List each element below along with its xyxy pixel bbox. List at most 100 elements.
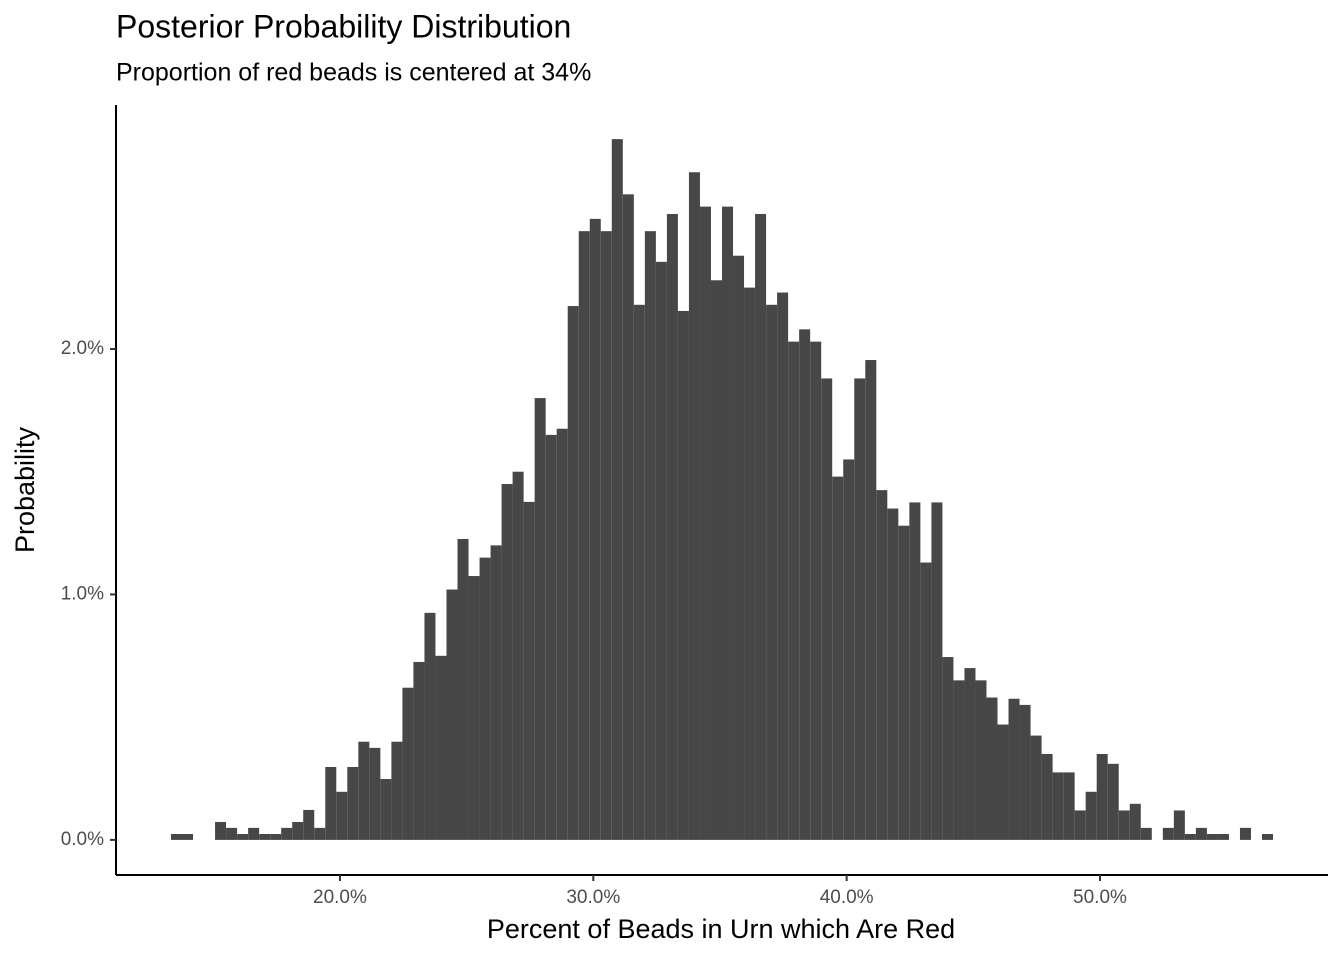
bar xyxy=(479,557,491,840)
bar xyxy=(821,378,833,840)
bar xyxy=(1030,735,1042,840)
bar xyxy=(512,471,524,840)
bar xyxy=(733,255,745,840)
bar xyxy=(358,741,370,840)
bar xyxy=(435,655,447,840)
bar xyxy=(248,827,260,840)
bar xyxy=(865,360,877,840)
bar xyxy=(589,218,601,840)
bar xyxy=(303,809,315,840)
bar xyxy=(347,766,359,840)
bar xyxy=(468,576,480,840)
y-tick-label: 0.0% xyxy=(61,829,104,850)
bar xyxy=(1162,827,1174,840)
chart-title: Posterior Probability Distribution xyxy=(116,8,571,44)
bar xyxy=(402,687,414,840)
bar xyxy=(755,213,767,840)
bar xyxy=(281,827,293,840)
bar xyxy=(369,747,381,840)
x-tick-label: 50.0% xyxy=(1073,887,1127,908)
bar xyxy=(170,834,182,840)
bar xyxy=(699,206,711,840)
bar xyxy=(1206,834,1218,840)
bar xyxy=(655,261,667,840)
y-tick-label: 1.0% xyxy=(61,583,104,604)
bar xyxy=(1129,803,1141,840)
bar xyxy=(611,139,623,840)
bar xyxy=(578,231,590,840)
bar xyxy=(1118,810,1130,840)
bar xyxy=(997,724,1009,840)
bar xyxy=(336,791,348,840)
bar xyxy=(259,834,271,840)
bar xyxy=(1195,827,1207,840)
bar xyxy=(666,213,678,840)
bar xyxy=(1239,827,1251,840)
bar xyxy=(688,172,700,840)
bar xyxy=(226,827,238,840)
bar xyxy=(964,668,976,840)
bar xyxy=(600,231,612,840)
bar xyxy=(181,834,194,840)
bar xyxy=(644,231,656,840)
bar xyxy=(501,483,513,840)
bar xyxy=(413,661,425,840)
y-axis-title: Probability xyxy=(10,426,40,553)
bar xyxy=(325,766,337,840)
bar xyxy=(975,680,987,840)
bar xyxy=(424,612,436,840)
bar xyxy=(1173,810,1185,840)
bar xyxy=(898,525,910,840)
bar xyxy=(633,304,645,840)
bar xyxy=(887,508,899,840)
bar xyxy=(810,341,822,840)
bar xyxy=(931,502,943,840)
y-tick-label: 2.0% xyxy=(61,338,104,359)
x-tick-label: 40.0% xyxy=(820,887,874,908)
bar xyxy=(799,329,811,840)
bar xyxy=(710,280,722,840)
bar xyxy=(744,287,756,840)
bar xyxy=(567,306,579,840)
bar xyxy=(1107,763,1119,840)
bar xyxy=(1184,834,1196,840)
bar xyxy=(556,428,568,840)
bar xyxy=(215,821,227,840)
bar xyxy=(788,341,800,840)
bar xyxy=(523,501,535,840)
bar xyxy=(314,827,326,840)
bar xyxy=(270,834,282,840)
bar xyxy=(953,680,965,840)
bar xyxy=(777,292,789,840)
bar xyxy=(237,834,249,840)
bar xyxy=(1041,753,1053,840)
bar xyxy=(622,194,634,840)
bar xyxy=(677,310,689,840)
x-tick-label: 20.0% xyxy=(313,887,367,908)
bar xyxy=(1217,834,1229,840)
bar xyxy=(1074,810,1086,840)
bar xyxy=(832,476,844,840)
bar xyxy=(843,459,855,840)
bar xyxy=(854,378,866,840)
bar xyxy=(380,779,392,840)
bar xyxy=(942,657,954,840)
bar xyxy=(490,545,502,840)
bar xyxy=(1096,753,1108,840)
x-tick-label: 30.0% xyxy=(566,887,620,908)
bar xyxy=(446,589,458,840)
bar xyxy=(986,697,998,840)
bar xyxy=(909,502,921,840)
bar xyxy=(1063,772,1075,840)
bar xyxy=(534,398,546,840)
bar xyxy=(1140,827,1152,840)
bar xyxy=(292,821,304,840)
bar xyxy=(766,304,778,840)
bar xyxy=(1085,791,1097,840)
chart-subtitle: Proportion of red beads is centered at 3… xyxy=(116,59,591,87)
bar xyxy=(1008,698,1020,840)
x-axis-title: Percent of Beads in Urn which Are Red xyxy=(487,914,955,944)
bar xyxy=(722,206,734,840)
bar xyxy=(457,538,469,840)
